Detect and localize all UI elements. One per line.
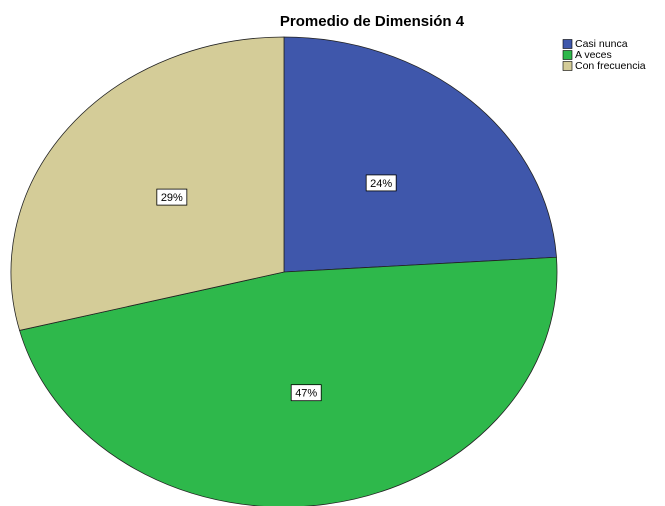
chart-title: Promedio de Dimensión 4 — [280, 13, 465, 30]
legend-swatch — [562, 61, 573, 71]
pie-slice — [10, 36, 285, 331]
data-label: 29% — [161, 192, 183, 204]
legend-label: Con frecuencia — [575, 60, 646, 72]
legend-swatch — [562, 39, 573, 49]
data-label-box — [290, 384, 322, 402]
legend-label: Casi nunca — [575, 38, 628, 50]
data-label: 24% — [370, 178, 392, 190]
pie-slice — [19, 256, 558, 506]
data-label: 47% — [295, 388, 317, 400]
data-label-box — [156, 188, 188, 206]
legend-label: A veces — [575, 49, 612, 61]
pie-slice — [283, 36, 557, 273]
legend-swatch — [562, 50, 573, 60]
data-label-box — [365, 174, 397, 192]
